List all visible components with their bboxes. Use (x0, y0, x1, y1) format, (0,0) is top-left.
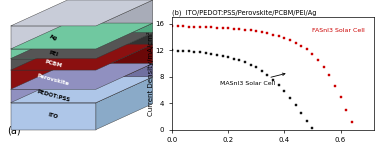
Text: (b)  ITO/PEDOT:PSS/Perovskite/PCBM/PEI/Ag: (b) ITO/PEDOT:PSS/Perovskite/PCBM/PEI/Ag (172, 10, 316, 16)
Text: (a): (a) (7, 125, 21, 135)
Polygon shape (11, 0, 153, 26)
Polygon shape (96, 33, 153, 70)
Text: FASnI3 Solar Cell: FASnI3 Solar Cell (313, 28, 365, 33)
Polygon shape (11, 77, 153, 103)
Polygon shape (11, 49, 96, 59)
Text: ITO: ITO (48, 112, 59, 120)
Polygon shape (11, 89, 96, 103)
Polygon shape (96, 0, 153, 49)
Polygon shape (11, 33, 153, 59)
Polygon shape (11, 44, 153, 70)
Polygon shape (96, 63, 153, 103)
Text: MASnI3 Solar Cell: MASnI3 Solar Cell (220, 73, 285, 86)
Polygon shape (11, 103, 96, 130)
Polygon shape (96, 77, 153, 130)
Polygon shape (96, 44, 153, 89)
Polygon shape (11, 63, 153, 89)
Polygon shape (11, 23, 153, 49)
Text: PEDOT:PSS: PEDOT:PSS (36, 89, 71, 103)
Polygon shape (96, 23, 153, 59)
Text: Perovskite: Perovskite (37, 73, 70, 86)
Polygon shape (11, 70, 96, 89)
Text: PEI: PEI (48, 50, 59, 57)
Polygon shape (11, 59, 96, 70)
Text: PCBM: PCBM (44, 60, 62, 69)
Y-axis label: Current Density/mA/cm²: Current Density/mA/cm² (147, 31, 154, 116)
Text: Ag: Ag (49, 34, 58, 41)
Polygon shape (11, 26, 96, 49)
